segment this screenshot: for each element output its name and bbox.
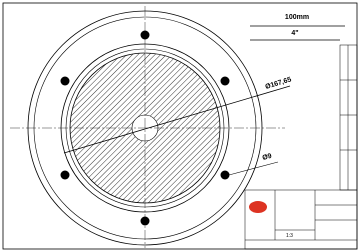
part-view [10,6,285,248]
title-block [245,190,357,249]
page: {"scale_bar": {"metric": "100mm", "imper… [0,0,360,252]
imperial-scale-label: 4" [291,30,298,37]
drawing: Ø167,65 Ø9 100mm 4" 1:3 (() => { const d… [0,0,360,252]
revision-strip [340,45,357,190]
scale-text: 1:3 [286,233,293,239]
hole-leader [229,162,278,175]
hole-label: Ø9 [262,153,273,162]
metric-scale-label: 100mm [285,14,309,21]
diameter-label: Ø167,65 [265,76,293,91]
logo [249,201,267,213]
